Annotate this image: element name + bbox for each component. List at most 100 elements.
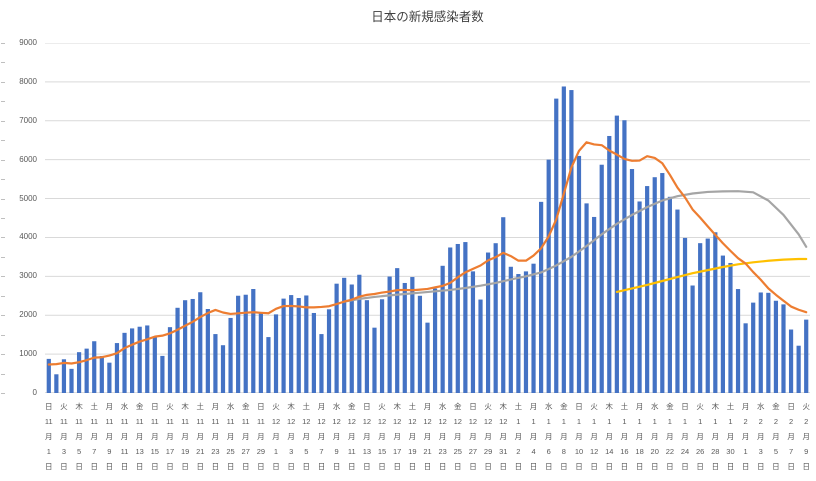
bar <box>432 288 438 393</box>
y-axis-minor-tick <box>1 295 5 297</box>
x-axis-label: 日 11 月 15 日 <box>150 402 159 471</box>
bar <box>637 201 642 393</box>
plot-area <box>45 43 810 393</box>
x-axis-label: 月 11 月 23 日 <box>211 402 220 471</box>
x-axis-label: 月 12 月 21 日 <box>423 402 432 471</box>
y-axis-label: 5000 <box>19 193 37 203</box>
bar <box>508 266 513 393</box>
bar <box>493 243 498 393</box>
x-axis-label: 火 12 月 1 日 <box>271 402 281 471</box>
bar <box>622 120 627 393</box>
bar <box>372 327 377 393</box>
x-axis-label: 木 11 月 5 日 <box>75 402 83 471</box>
x-axis-label: 金 12 月 11 日 <box>347 402 356 471</box>
x-axis-label: 土 11 月 7 日 <box>90 402 99 471</box>
bar <box>198 292 203 393</box>
bar <box>122 332 127 393</box>
bar <box>342 277 347 393</box>
bar <box>592 216 597 393</box>
x-axis-label: 月 12 月 7 日 <box>317 402 326 471</box>
plot-svg <box>45 43 810 393</box>
bar <box>539 201 544 393</box>
y-axis-minor-tick <box>1 315 5 317</box>
x-axis-label: 水 1 月 20 日 <box>650 402 659 471</box>
bar <box>804 319 809 393</box>
bar <box>160 355 165 393</box>
bar <box>728 262 733 393</box>
bar <box>667 196 672 393</box>
bar <box>220 345 226 393</box>
bar <box>713 232 718 393</box>
bar <box>485 252 491 393</box>
bar <box>569 90 574 393</box>
x-axis-label: 日 1 月 24 日 <box>680 402 690 471</box>
bar <box>395 268 400 393</box>
bar <box>705 238 710 393</box>
bar <box>273 314 279 393</box>
x-axis-label: 月 1 月 18 日 <box>635 402 644 471</box>
bar <box>213 334 218 393</box>
y-axis-minor-tick <box>1 354 5 356</box>
x-axis-label: 土 12 月 5 日 <box>302 402 311 471</box>
bar <box>357 274 362 393</box>
y-axis-label: 8000 <box>19 76 37 86</box>
y-axis-minor-tick <box>1 140 5 142</box>
bar <box>205 309 210 393</box>
bar <box>425 322 430 393</box>
orange-line <box>47 141 808 366</box>
bar <box>61 359 67 393</box>
bar <box>501 217 506 393</box>
y-axis-label: 4000 <box>19 232 37 242</box>
bar <box>796 345 801 393</box>
bar <box>417 295 423 393</box>
bar <box>698 243 703 393</box>
x-axis-label: 日 1 月 10 日 <box>574 402 584 471</box>
y-axis-minor-tick <box>1 101 5 103</box>
y-axis-minor-tick <box>1 373 5 375</box>
bar <box>296 298 301 393</box>
bar <box>258 312 263 393</box>
bar <box>478 299 483 393</box>
bar <box>92 341 97 393</box>
x-axis-label: 水 12 月 23 日 <box>438 402 447 471</box>
y-axis-minor-tick <box>1 62 5 64</box>
y-axis-minor-tick <box>1 159 5 161</box>
bar <box>523 271 529 393</box>
y-axis-label: 6000 <box>19 154 37 164</box>
y-axis-minor-tick <box>1 120 5 122</box>
bar <box>463 242 468 393</box>
bar <box>266 337 271 393</box>
x-axis-label: 月 11 月 9 日 <box>105 402 114 471</box>
bar <box>561 86 566 393</box>
bar <box>751 302 756 393</box>
bar <box>531 263 536 393</box>
bar <box>326 309 332 393</box>
y-axis-minor-tick <box>1 81 5 83</box>
bar <box>682 237 688 393</box>
bar <box>130 328 135 393</box>
x-axis-label: 木 12 月 31 日 <box>499 402 508 471</box>
x-axis-label: 金 1 月 22 日 <box>665 402 675 471</box>
yellow-line <box>615 257 808 293</box>
x-axis-label: 火 1 月 12 日 <box>589 402 599 471</box>
bar <box>516 274 521 393</box>
y-axis-label: 1000 <box>19 349 37 359</box>
y-axis-minor-tick <box>1 237 5 239</box>
bar <box>364 300 370 393</box>
x-axis-label: 火 11 月 17 日 <box>165 402 175 471</box>
bar <box>645 186 650 393</box>
x-axis-label: 火 12 月 15 日 <box>377 402 387 471</box>
y-axis-minor-tick <box>1 334 5 336</box>
x-axis-label: 火 1 月 26 日 <box>696 402 705 471</box>
x-axis-label: 火 12 月 29 日 <box>483 402 493 471</box>
x-axis-label: 土 12 月 19 日 <box>408 402 417 471</box>
bar <box>629 169 635 393</box>
bar <box>410 277 415 393</box>
